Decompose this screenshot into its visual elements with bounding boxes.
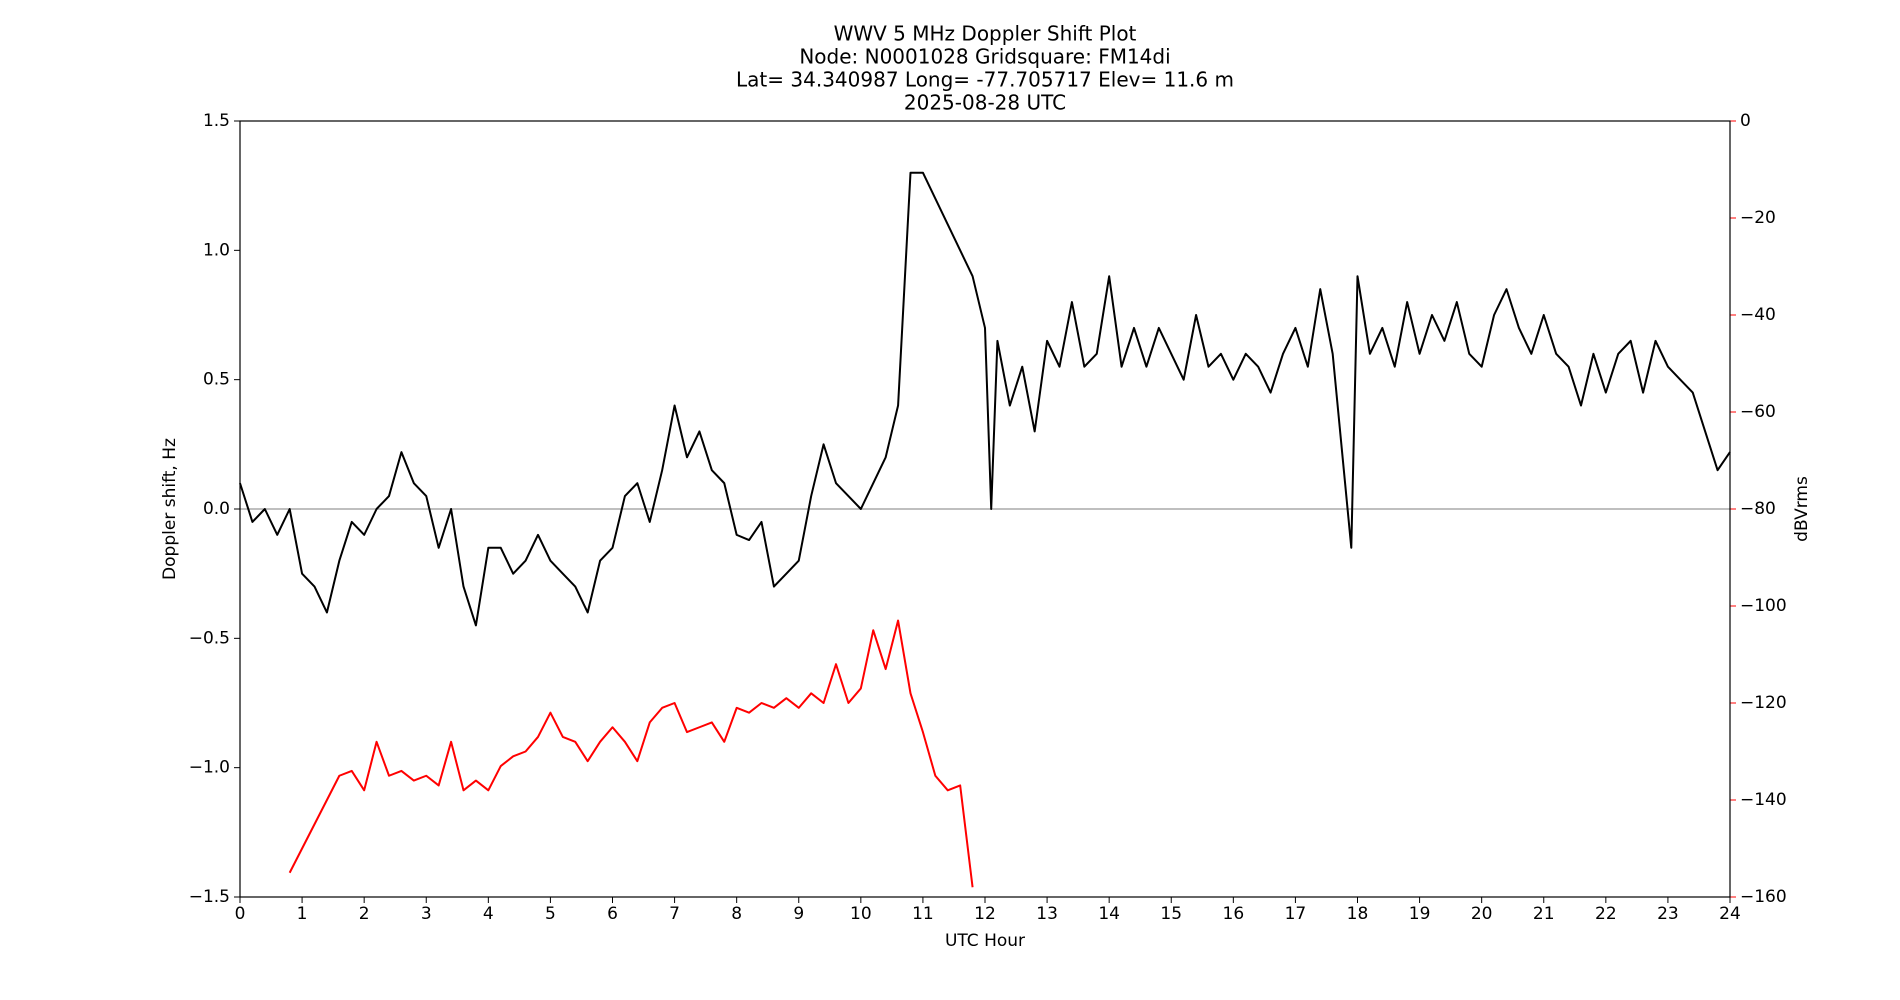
y-tick-label: 1.0 xyxy=(203,240,230,260)
y-tick-label: 0.0 xyxy=(203,499,230,519)
x-tick-label: 3 xyxy=(421,904,432,924)
x-axis-label: UTC Hour xyxy=(945,931,1025,951)
y-tick-label: 1.5 xyxy=(203,111,230,131)
x-tick-label: 19 xyxy=(1409,904,1431,924)
y2-tick-label: −140 xyxy=(1740,790,1787,810)
plot-frame xyxy=(239,120,1731,898)
y2-tick-label: −20 xyxy=(1740,208,1776,228)
title-line: WWV 5 MHz Doppler Shift Plot xyxy=(834,22,1137,46)
x-tick-label: 21 xyxy=(1533,904,1555,924)
y2-tick-label: −120 xyxy=(1740,693,1787,713)
y2-tick-label: −80 xyxy=(1740,499,1776,519)
y-tick-label: −0.5 xyxy=(189,628,230,648)
y2-tick-label: −60 xyxy=(1740,402,1776,422)
y2-tick-label: 0 xyxy=(1740,111,1751,131)
x-tick-label: 10 xyxy=(850,904,872,924)
y2-tick-label: −160 xyxy=(1740,887,1787,907)
x-tick-label: 12 xyxy=(974,904,996,924)
x-tick-label: 23 xyxy=(1657,904,1679,924)
x-tick-label: 9 xyxy=(793,904,804,924)
title-line: 2025-08-28 UTC xyxy=(904,91,1066,115)
x-tick-label: 24 xyxy=(1719,904,1741,924)
x-tick-label: 11 xyxy=(912,904,934,924)
y-tick-label: 0.5 xyxy=(203,370,230,390)
x-tick-label: 14 xyxy=(1098,904,1120,924)
y-tick-label: −1.0 xyxy=(189,758,230,778)
x-tick-label: 8 xyxy=(731,904,742,924)
y2-tick-label: −100 xyxy=(1740,596,1787,616)
x-tick-label: 7 xyxy=(669,904,680,924)
title-line: Lat= 34.340987 Long= -77.705717 Elev= 11… xyxy=(736,68,1234,92)
y-tick-label: −1.5 xyxy=(189,887,230,907)
x-tick-label: 15 xyxy=(1160,904,1182,924)
series-line xyxy=(239,171,1731,627)
x-tick-label: 16 xyxy=(1223,904,1245,924)
x-tick-label: 13 xyxy=(1036,904,1058,924)
y2-axis-label: dBVrms xyxy=(1792,476,1812,542)
x-tick-label: 1 xyxy=(297,904,308,924)
x-tick-label: 22 xyxy=(1595,904,1617,924)
x-tick-label: 17 xyxy=(1285,904,1307,924)
y-axis-label: Doppler shift, Hz xyxy=(160,438,180,580)
y2-tick-label: −40 xyxy=(1740,305,1776,325)
x-tick-label: 18 xyxy=(1347,904,1369,924)
x-tick-label: 0 xyxy=(235,904,246,924)
x-tick-label: 5 xyxy=(545,904,556,924)
series-line xyxy=(288,619,974,888)
x-tick-label: 2 xyxy=(359,904,370,924)
title-line: Node: N0001028 Gridsquare: FM14di xyxy=(799,45,1170,69)
x-tick-label: 20 xyxy=(1471,904,1493,924)
x-tick-label: 6 xyxy=(607,904,618,924)
x-tick-label: 4 xyxy=(483,904,494,924)
